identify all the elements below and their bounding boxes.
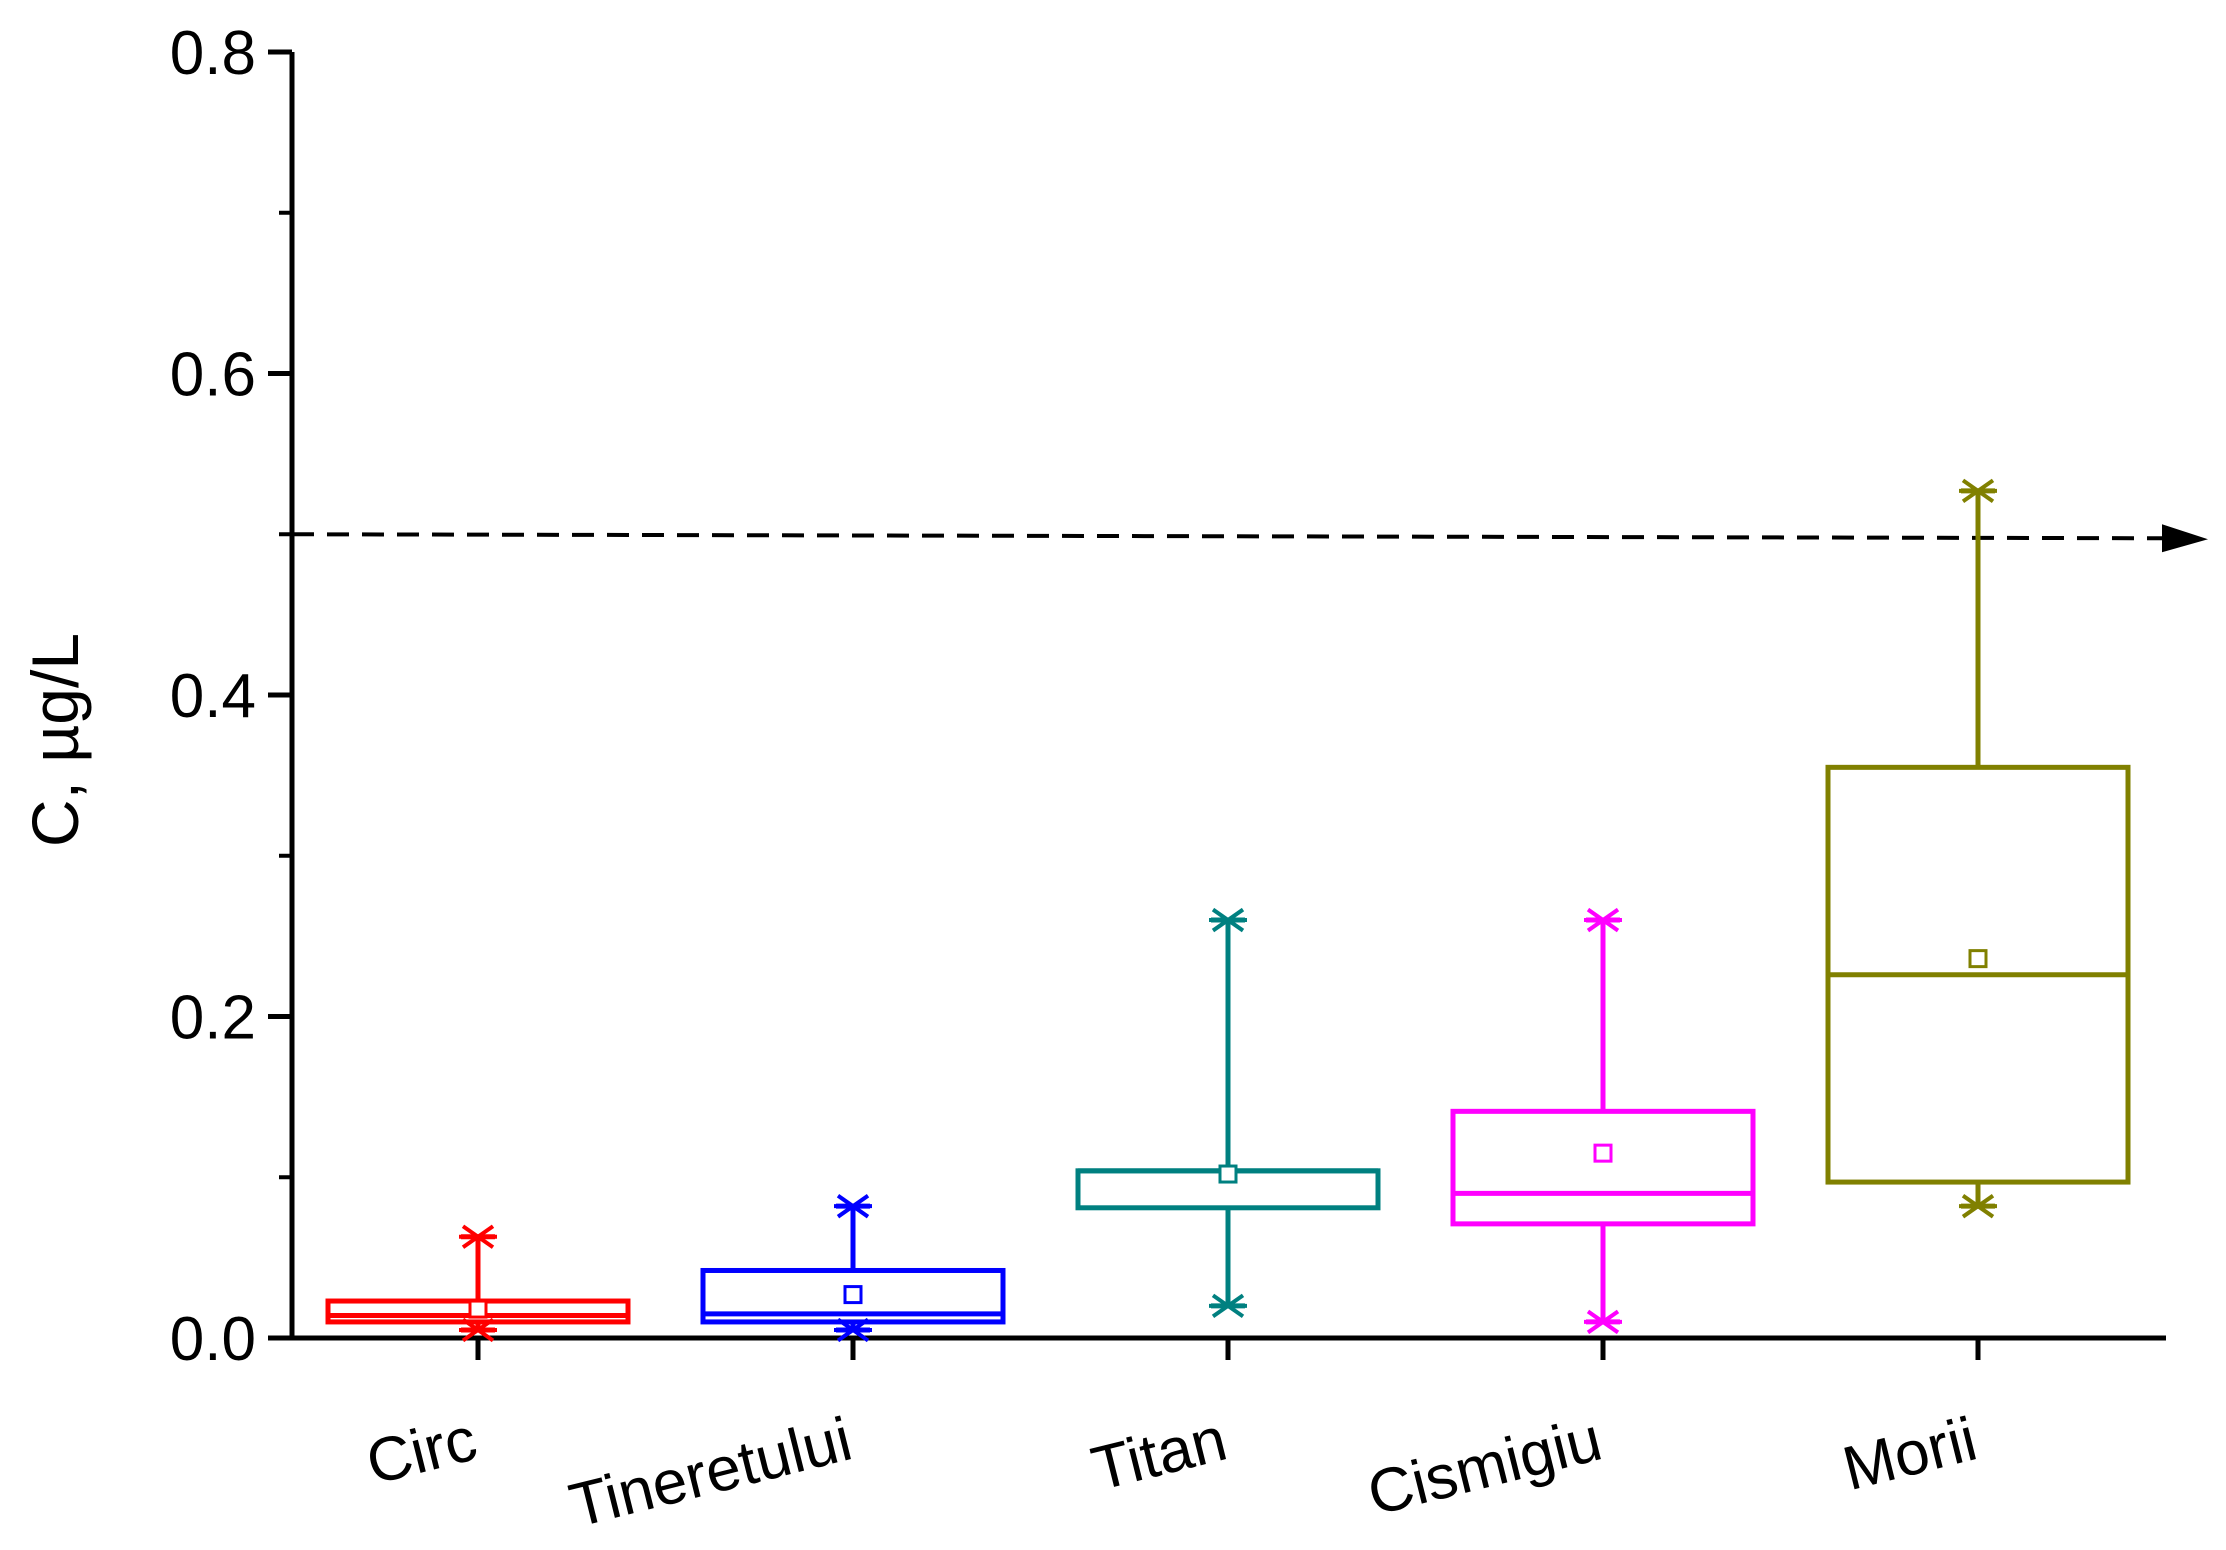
y-axis-title: C, µg/L [18,633,92,847]
box-titan [1075,907,1381,1318]
box-iqr [1450,1108,1756,1227]
box-mean-marker [843,1285,863,1305]
box-mean-marker [1968,949,1988,969]
box-mean-marker [1218,1164,1238,1184]
y-tick-label: 0.4 [170,662,256,731]
plot-area: 0.0 0.2 0.4 0.6 0.8 Circ Tineretului Titan Cismi… [170,19,2208,1541]
x-tick-label: Cismigiu [1361,1405,1608,1529]
box-circ [325,1224,631,1343]
y-tick-label: 0.2 [170,984,256,1053]
box-tineretului [700,1194,1006,1343]
x-tick-label: Tineretului [563,1405,858,1541]
reference-line-arrow [2162,524,2208,553]
y-tick-label: 0.8 [170,19,256,88]
box-mean-marker [1593,1143,1613,1163]
y-tick-label: 0.0 [170,1305,256,1374]
box-iqr [700,1267,1006,1325]
box-cismigiu [1450,907,1756,1335]
reference-line [291,532,2163,541]
x-tick-label: Morii [1836,1405,1983,1504]
box-mean-marker [468,1299,488,1319]
y-tick-label: 0.6 [170,341,256,410]
x-tick-label: Circ [360,1405,484,1499]
box-morii [1825,478,2131,1219]
x-tick-label: Titan [1085,1405,1233,1505]
